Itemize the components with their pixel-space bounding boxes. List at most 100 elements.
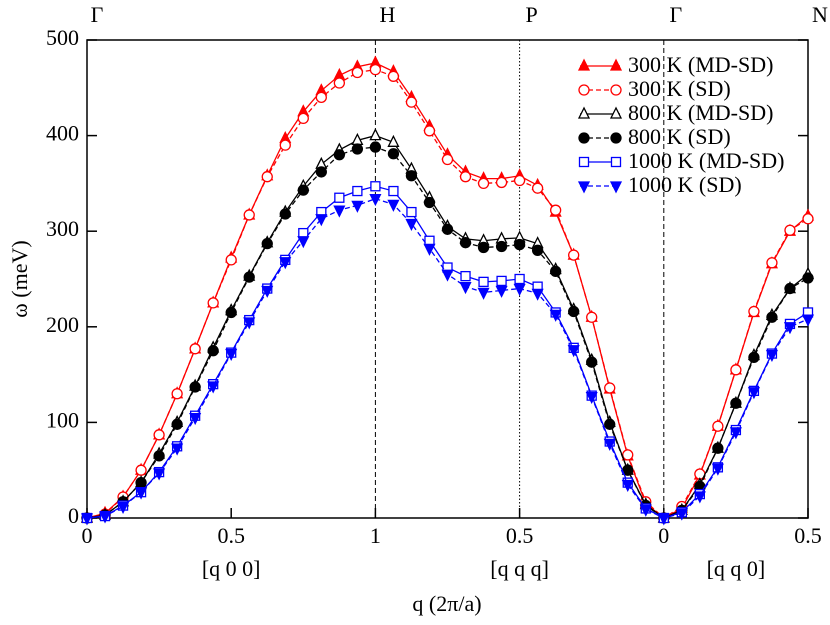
- data-point: [513, 283, 526, 297]
- legend-marker: [578, 132, 590, 144]
- data-point: [153, 450, 165, 462]
- data-point: [513, 238, 526, 251]
- legend-marker: [609, 181, 623, 194]
- data-point: [531, 244, 544, 256]
- symmetry-label: P: [525, 2, 537, 27]
- data-point: [279, 139, 291, 151]
- data-point: [405, 96, 418, 108]
- data-point: [423, 196, 436, 209]
- legend-marker: [609, 106, 623, 119]
- data-point: [622, 449, 634, 461]
- data-point: [802, 272, 814, 284]
- data-point: [315, 166, 327, 178]
- data-point: [495, 285, 508, 298]
- data-point: [243, 317, 256, 330]
- data-point: [207, 345, 219, 357]
- x-tick-label: 0.5: [217, 523, 245, 548]
- data-point: [802, 213, 814, 225]
- data-point: [207, 381, 220, 394]
- x-tick-label: 0: [658, 523, 669, 548]
- data-point: [333, 149, 346, 161]
- data-point: [315, 91, 327, 104]
- legend-marker: [609, 58, 623, 71]
- y-tick-label: 500: [46, 25, 79, 50]
- data-point: [207, 297, 219, 309]
- data-point: [297, 184, 309, 196]
- data-point: [315, 214, 328, 227]
- data-point: [333, 205, 346, 218]
- data-point: [459, 237, 472, 249]
- data-point: [352, 185, 363, 197]
- data-point: [478, 276, 489, 288]
- symmetry-label: Γ: [669, 2, 682, 27]
- data-point: [171, 418, 183, 430]
- data-point: [513, 174, 526, 187]
- data-point: [693, 491, 706, 504]
- data-point: [586, 356, 598, 368]
- data-point: [243, 271, 255, 283]
- data-point: [441, 269, 454, 282]
- segment-label: [q 0 0]: [202, 556, 261, 581]
- data-point: [225, 254, 237, 266]
- data-point: [639, 504, 652, 517]
- data-point: [369, 128, 382, 141]
- data-point: [405, 170, 418, 182]
- data-point: [766, 311, 778, 323]
- data-point: [135, 476, 147, 489]
- data-point: [189, 412, 202, 426]
- x-tick-label: 1: [370, 523, 381, 548]
- data-point: [748, 351, 760, 364]
- data-point: [496, 275, 507, 287]
- legend-marker: [610, 84, 622, 96]
- data-point: [550, 265, 562, 278]
- data-point: [477, 287, 490, 300]
- data-point: [370, 181, 381, 192]
- data-point: [279, 208, 291, 220]
- data-point: [387, 134, 400, 147]
- data-point: [189, 343, 201, 355]
- data-point: [135, 464, 147, 476]
- data-point: [495, 176, 508, 189]
- x-tick-label: 0.5: [506, 523, 534, 548]
- data-point: [712, 442, 724, 454]
- data-point: [387, 199, 400, 212]
- legend-label: 300 K (MD-SD): [628, 52, 773, 77]
- data-point: [748, 305, 760, 318]
- x-axis-label: q (2π/a): [412, 591, 481, 616]
- data-point: [171, 443, 184, 456]
- data-point: [604, 382, 616, 394]
- legend-marker: [577, 106, 591, 119]
- data-point: [460, 270, 471, 282]
- legend-marker: [610, 132, 622, 144]
- data-point: [441, 223, 454, 235]
- data-point: [783, 322, 797, 335]
- data-point: [531, 288, 544, 301]
- legend-label: 800 K (MD-SD): [628, 100, 773, 125]
- data-point: [279, 257, 292, 270]
- data-point: [549, 309, 562, 322]
- data-point: [765, 349, 779, 362]
- data-point: [585, 391, 598, 405]
- data-point: [766, 257, 778, 269]
- data-point: [153, 429, 165, 441]
- x-tick-label: 0: [82, 523, 93, 548]
- data-point: [621, 479, 634, 492]
- y-tick-label: 100: [46, 407, 79, 432]
- legend-label: 1000 K (SD): [628, 172, 742, 197]
- data-point: [225, 306, 237, 319]
- data-point: [730, 397, 742, 409]
- data-point: [297, 236, 310, 249]
- data-point: [225, 348, 238, 362]
- legend-label: 800 K (SD): [628, 124, 731, 149]
- legend-marker: [578, 156, 590, 168]
- y-tick-label: 200: [46, 312, 79, 337]
- data-point: [189, 381, 201, 393]
- data-point: [406, 206, 417, 218]
- data-point: [784, 282, 796, 295]
- segment-label: [q q 0]: [707, 556, 766, 581]
- data-point: [388, 185, 399, 197]
- data-point: [369, 141, 382, 153]
- data-point: [801, 314, 815, 327]
- data-point: [369, 63, 382, 76]
- legend-marker: [610, 156, 622, 168]
